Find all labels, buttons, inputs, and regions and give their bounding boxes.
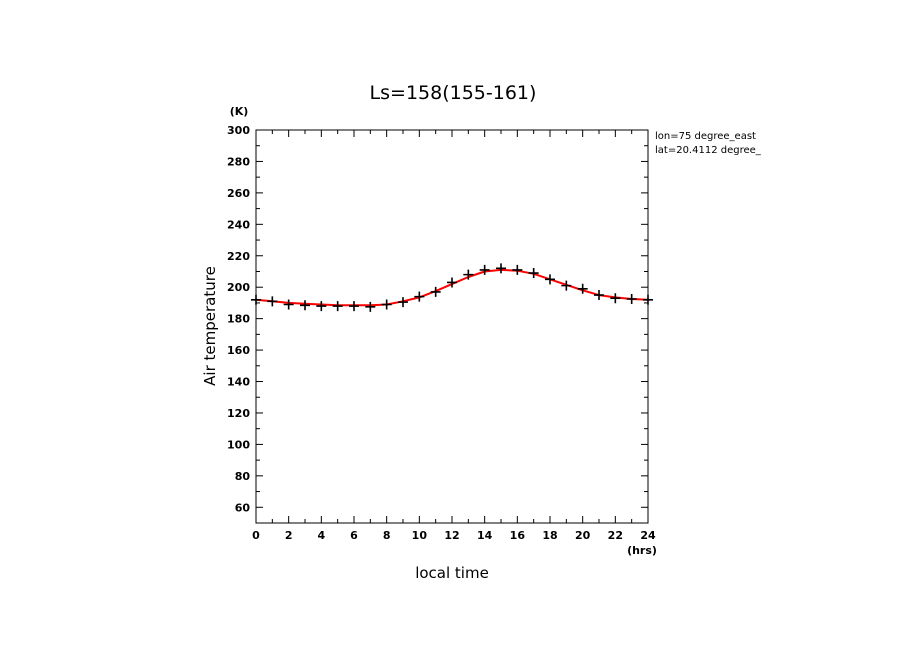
series-line	[255, 268, 649, 307]
x-tick-label: 20	[575, 529, 591, 542]
data-point-marker	[430, 286, 441, 297]
x-tick-label: 14	[477, 529, 493, 542]
data-point-marker	[545, 274, 555, 285]
y-tick-label: 80	[235, 470, 251, 483]
x-tick-label: 12	[444, 529, 459, 542]
plot-area: 0 2 4 6 8 10 12 14 16 18 20 22 246080100120140160180…	[227, 124, 656, 542]
data-point-marker	[479, 264, 490, 275]
data-point-marker	[528, 268, 539, 279]
data-point-marker	[594, 290, 604, 301]
data-point-marker	[626, 293, 637, 304]
y-tick-label: 300	[227, 124, 250, 137]
x-tick-label: 10	[412, 529, 428, 542]
x-tick-label: 18	[542, 529, 557, 542]
y-tick-label: 140	[227, 376, 250, 389]
y-tick-label: 180	[227, 313, 250, 326]
x-tick-label: 24	[640, 529, 656, 542]
y-tick-label: 60	[235, 501, 251, 514]
data-point-marker	[414, 291, 425, 302]
x-tick-label: 22	[608, 529, 623, 542]
data-point-marker	[512, 264, 523, 275]
data-point-marker	[398, 297, 408, 308]
lat-annotation: lat=20.4112 degree_	[655, 145, 762, 156]
data-point-marker	[349, 301, 359, 312]
plot-frame	[255, 129, 649, 524]
data-point-marker	[381, 299, 392, 310]
x-tick-label: 4	[318, 529, 326, 542]
data-point-marker	[332, 301, 343, 312]
data-point-marker	[447, 277, 457, 288]
chart-title: Ls=158(155-161)	[370, 82, 537, 104]
x-axis-label: local time	[415, 564, 489, 582]
data-point-marker	[463, 269, 474, 280]
data-point-marker	[251, 294, 261, 305]
x-unit-label: (hrs)	[627, 544, 657, 557]
y-unit-label: (K)	[230, 105, 249, 118]
y-tick-label: 100	[227, 438, 250, 451]
data-point-marker	[561, 280, 572, 291]
x-tick-label: 16	[510, 529, 526, 542]
data-point-marker	[316, 301, 327, 312]
data-point-marker	[643, 294, 653, 305]
data-point-marker	[300, 300, 310, 311]
x-tick-label: 6	[350, 529, 358, 542]
data-point-marker	[577, 283, 588, 294]
data-point-marker	[365, 301, 376, 312]
x-tick-label: 8	[383, 529, 391, 542]
y-tick-label: 280	[227, 155, 250, 168]
data-point-marker	[496, 263, 506, 274]
y-tick-label: 120	[227, 407, 250, 420]
y-tick-label: 160	[227, 344, 250, 357]
y-tick-label: 240	[227, 218, 250, 231]
lon-annotation: lon=75 degree_east	[655, 131, 756, 142]
y-tick-label: 200	[227, 281, 250, 294]
x-tick-label: 0	[252, 529, 260, 542]
data-point-marker	[267, 296, 278, 307]
x-tick-label: 2	[285, 529, 293, 542]
data-point-marker	[283, 299, 294, 310]
y-tick-label: 260	[227, 187, 250, 200]
data-point-marker	[610, 293, 621, 304]
y-axis-label: Air temperature	[201, 266, 219, 386]
y-tick-label: 220	[227, 250, 250, 263]
